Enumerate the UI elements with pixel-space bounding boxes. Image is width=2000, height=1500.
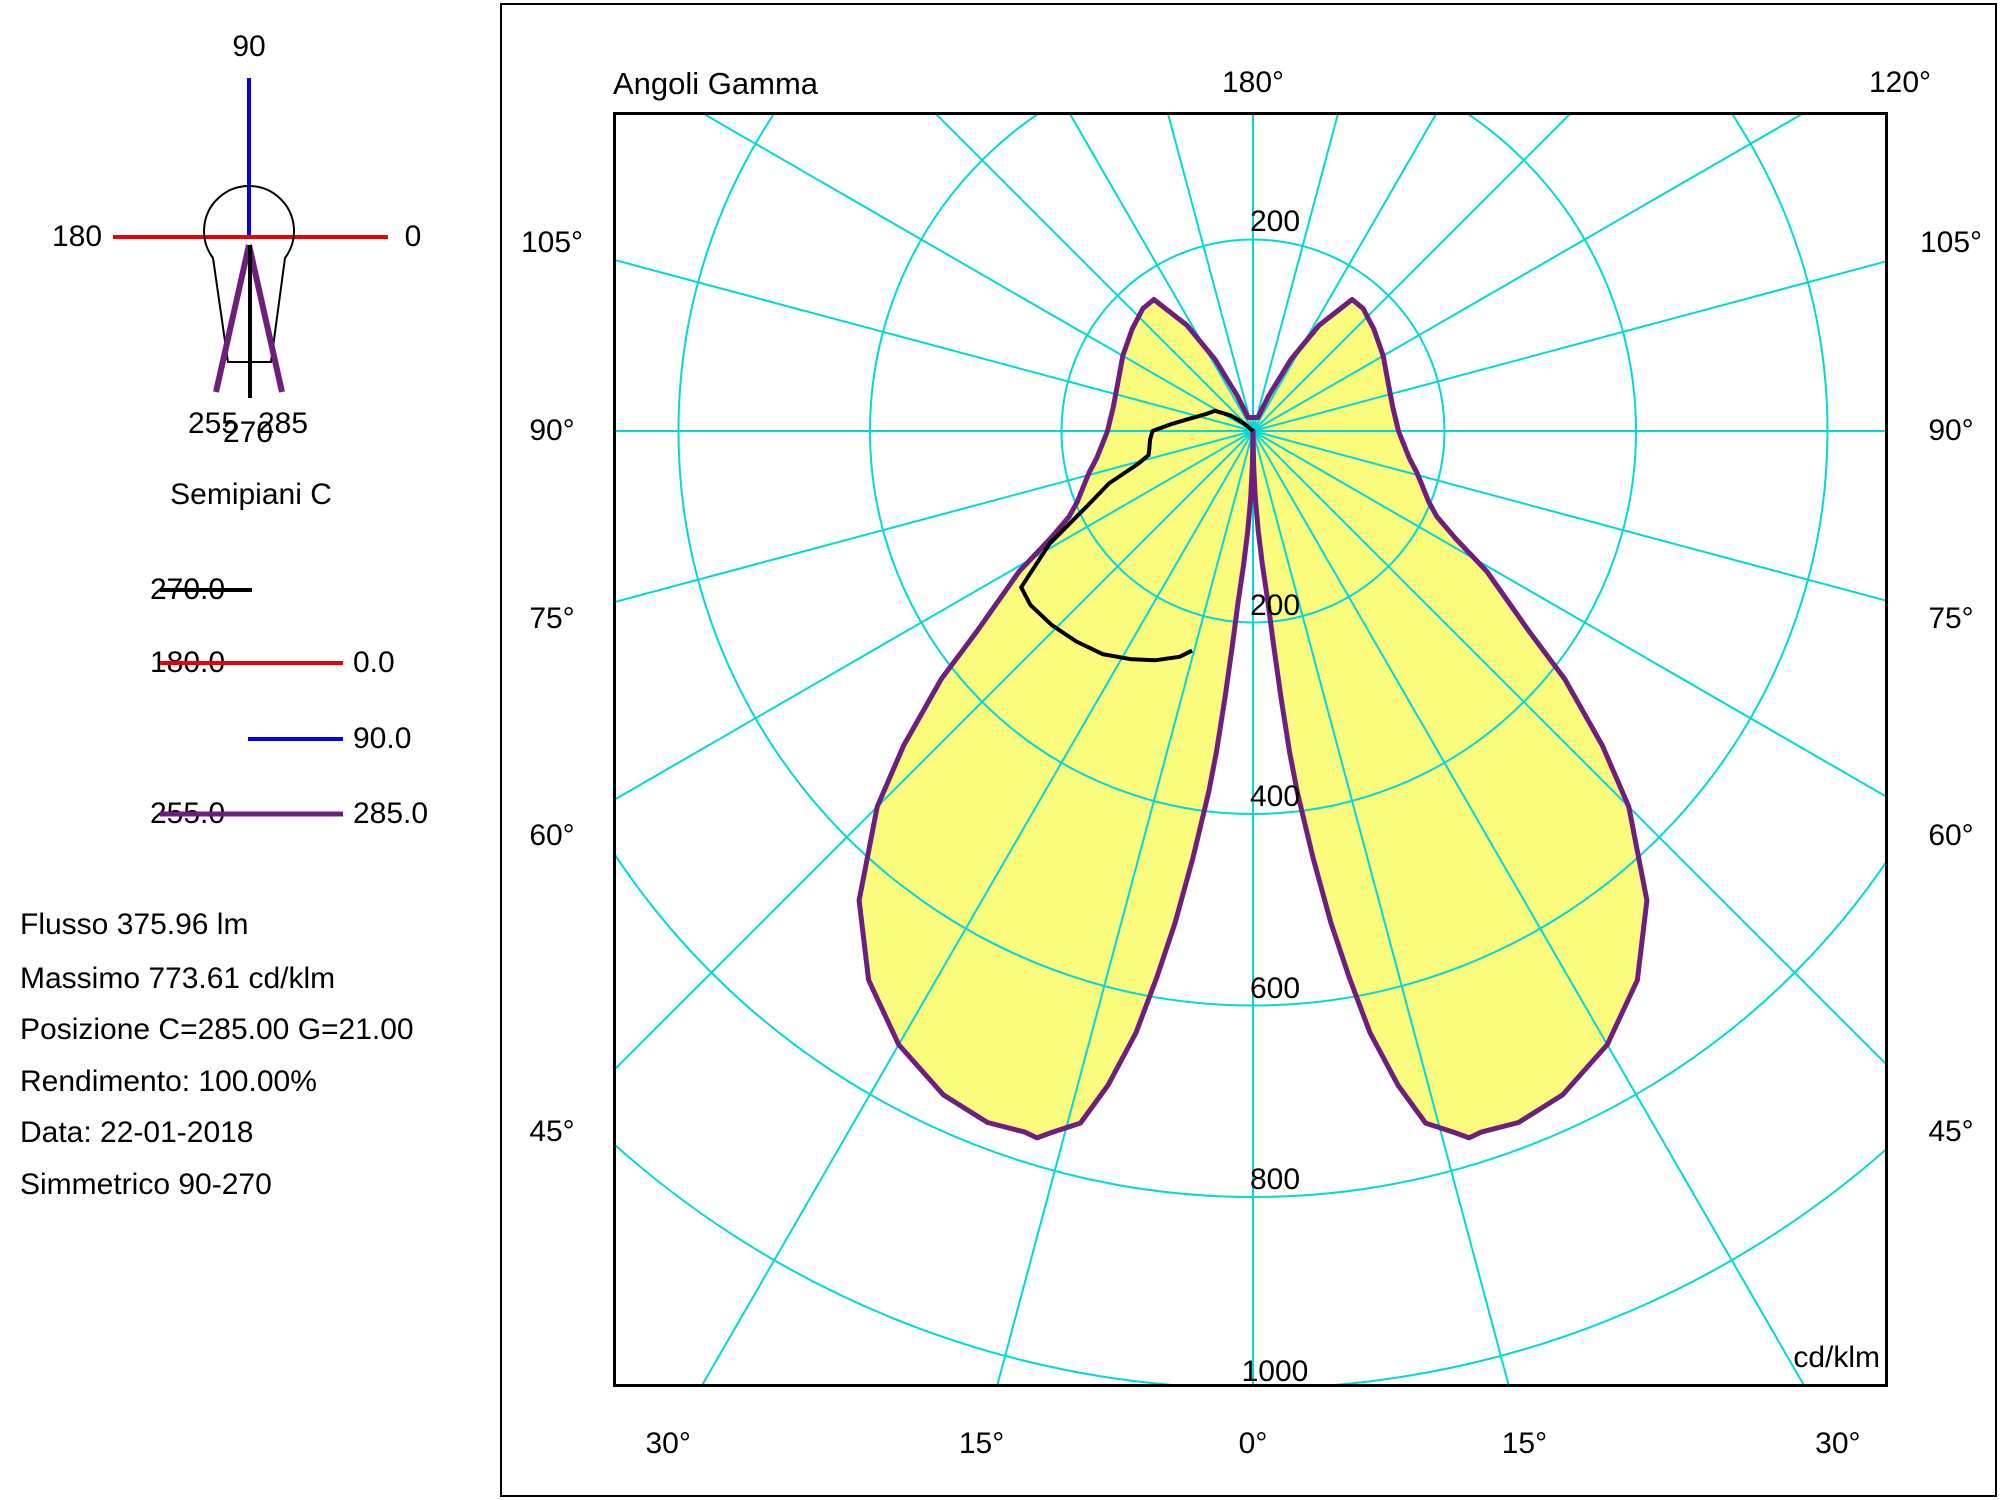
grid-radial-line — [1252, 112, 1574, 432]
curve-c270 — [1019, 408, 1255, 663]
semipiani-caption: Semipiani C — [170, 478, 332, 511]
stat-simmetrico: Simmetrico 90-270 — [20, 1168, 272, 1201]
grid-radial-line — [1252, 430, 1888, 1068]
gamma-label-right-60: 60° — [1928, 818, 1974, 852]
grid-radial-line — [613, 430, 1254, 604]
grid-radial-line — [699, 430, 1254, 1387]
gamma-label-right-45: 45° — [1928, 1115, 1974, 1148]
gamma-label-left-45: 45° — [529, 1115, 575, 1148]
grid-radial-line — [1252, 259, 1888, 432]
gamma-label-left-90: 90° — [529, 414, 575, 447]
chart-title: Angoli Gamma — [613, 66, 819, 101]
grid-ring — [613, 849, 1888, 1198]
gamma-label-right-90: 90° — [1928, 414, 1974, 447]
gamma-label-left-75: 75° — [529, 601, 575, 635]
legend-line-270 — [160, 588, 252, 592]
ring-label-600: 600 — [1249, 971, 1301, 1005]
legend-label-0: 0.0 — [353, 646, 395, 679]
beam-fill — [859, 299, 1647, 1138]
gamma-label-top-120: 120° — [1868, 66, 1932, 99]
gamma-label-right-75: 75° — [1928, 601, 1974, 635]
grid-radial-line — [1252, 430, 1888, 799]
plot-border — [613, 112, 1888, 1387]
grid-radial-line — [995, 430, 1254, 1387]
lamp-label-0: 0 — [404, 220, 422, 253]
stat-massimo: Massimo 773.61 cd/klm — [20, 962, 336, 995]
lamp-axis-285-line — [246, 244, 285, 393]
grid-radial-line — [932, 112, 1254, 432]
grid-radial-line — [1252, 112, 1439, 432]
lamp-label-180: 180 — [51, 220, 103, 253]
legend-line-255-285 — [160, 811, 343, 817]
lamp-label-90: 90 — [232, 30, 266, 63]
gamma-label-bottom-0: 0° — [1238, 1427, 1268, 1460]
stat-data: Data: 22-01-2018 — [20, 1116, 254, 1149]
gamma-label-right-105: 105° — [1919, 226, 1983, 260]
grid-radial-line — [1252, 430, 1888, 603]
legend-line-90 — [248, 737, 343, 741]
ring-label-400: 400 — [1249, 780, 1301, 813]
polar-grid — [613, 112, 1888, 1387]
lamp-label-285: 285 — [257, 407, 309, 440]
ring-label-top-200: 200 — [1249, 205, 1301, 238]
polar-diagram — [613, 112, 1888, 1387]
lamp-axis-255-line — [213, 244, 252, 393]
legend-row-90: 90.0 — [0, 722, 460, 756]
legend-label-285: 285.0 — [353, 797, 429, 830]
outline-c255-c285 — [856, 297, 1650, 1141]
ring-label-200: 200 — [1249, 588, 1301, 622]
luminaire-sketch — [113, 78, 388, 398]
gamma-label-top-180: 180° — [1221, 66, 1285, 99]
ring-label-800: 800 — [1249, 1163, 1301, 1196]
gamma-label-left-105: 105° — [520, 226, 584, 260]
grid-radial-line — [1166, 112, 1254, 432]
lamp-label-270: 270 — [222, 416, 274, 449]
grid-radial-line — [613, 258, 1254, 432]
bulb-outline — [203, 185, 295, 363]
legend-row-255-285: 255.0 285.0 — [0, 797, 460, 831]
grid-radial-line — [613, 430, 1254, 1073]
grid-radial-line — [698, 112, 1254, 432]
grid-radial-line — [613, 430, 1254, 802]
gamma-label-left-60: 60° — [529, 818, 575, 852]
chart-outer-frame — [500, 3, 1997, 1497]
grid-radial-line — [1252, 430, 1807, 1387]
legend-row-270: 270.0 — [0, 573, 460, 607]
ring-label-1000: 1000 — [1241, 1354, 1309, 1388]
stat-rendimento: Rendimento: 100.00% — [20, 1065, 317, 1098]
grid-radial-line — [1252, 430, 1511, 1387]
stat-flusso: Flusso 375.96 lm — [20, 908, 249, 941]
lamp-label-255: 255 — [187, 407, 239, 440]
legend-row-180-0: 180.0 0.0 — [0, 646, 460, 680]
stat-posizione: Posizione C=285.00 G=21.00 — [20, 1013, 414, 1046]
legend-line-180-0 — [160, 661, 343, 665]
gamma-label-bottom--30: 30° — [645, 1427, 691, 1460]
gamma-label-bottom-15: 15° — [1501, 1427, 1548, 1460]
legend-label-90: 90.0 — [353, 722, 412, 755]
unit-label: cd/klm — [1793, 1341, 1880, 1374]
grid-radial-line — [1252, 112, 1808, 432]
grid-radial-line — [1252, 112, 1340, 432]
gamma-label-bottom-30: 30° — [1815, 1427, 1861, 1460]
gamma-label-bottom--15: 15° — [958, 1427, 1005, 1460]
grid-radial-line — [1067, 112, 1254, 432]
